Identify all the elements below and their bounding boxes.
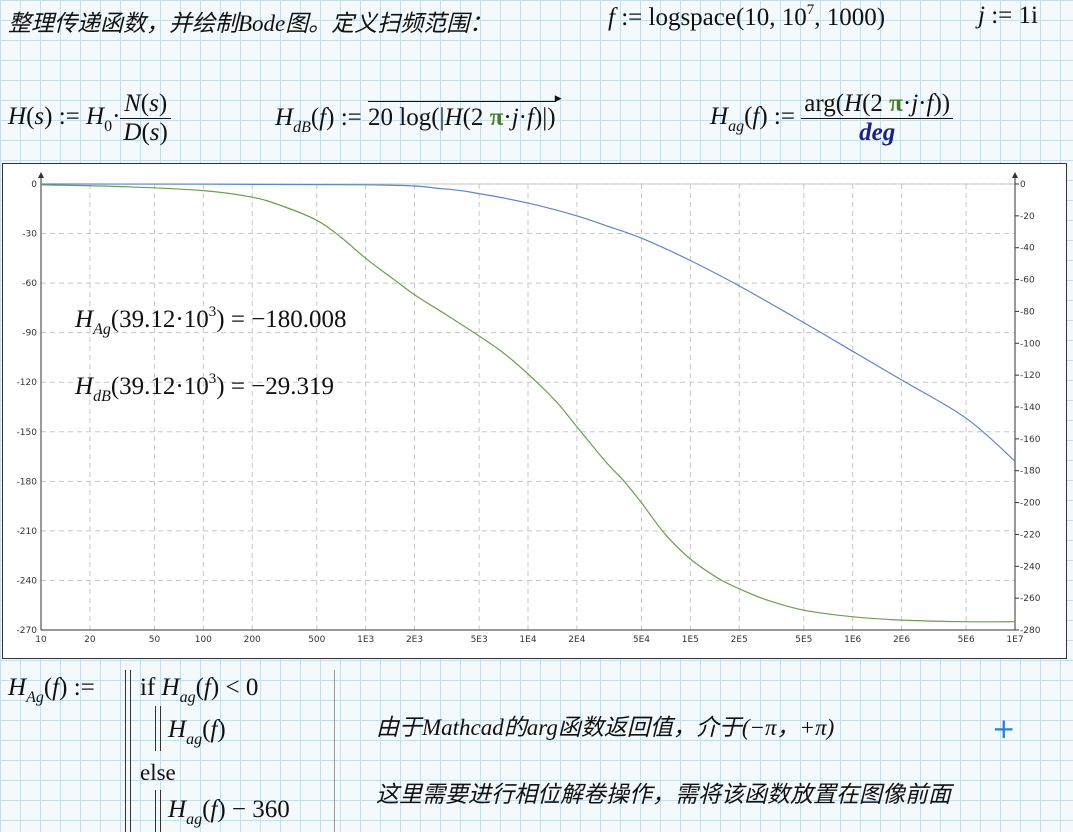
y-right-tick-label: -260 — [1020, 594, 1041, 604]
y-left-tick-label: -30 — [22, 230, 37, 240]
j-definition[interactable]: j := 1i — [978, 2, 1038, 29]
x-tick-label: 5E5 — [795, 635, 812, 645]
x-tick-label: 1E6 — [844, 635, 861, 645]
x-tick-label: 5E6 — [958, 635, 975, 645]
bode-plot[interactable]: 10 20 50 100 200 500 1E3 2E3 5E3 1E4 2E4 5E4 1E5 2E5 5… — [2, 163, 1067, 659]
y-right-axis-arrow — [1012, 172, 1018, 178]
y-right-tick-label: -200 — [1020, 499, 1041, 509]
x-tick-label: 1E3 — [357, 635, 374, 645]
note-unwrap: 这里需要进行相位解卷操作，需将该函数放置在图像前面 — [376, 782, 951, 807]
y-right-tick-label: -100 — [1020, 339, 1041, 349]
y-left-tick-label: 0 — [31, 180, 37, 190]
H-definition[interactable]: H(s) := H0· N(s) D(s) — [8, 90, 171, 147]
program-else-expr[interactable]: Hag(f) − 360 — [168, 796, 290, 828]
y-left-tick-label: -270 — [17, 626, 38, 636]
program-bar — [125, 670, 131, 832]
f-definition[interactable]: f := logspace(10, 107, 1000) — [608, 2, 886, 31]
y-right-tick-label: -220 — [1020, 530, 1041, 540]
x-tick-label: 1E4 — [519, 635, 536, 645]
x-tick-label: 20 — [84, 635, 96, 645]
note-arg-range: 由于Mathcad的arg函数返回值，介于(−π，+π) — [376, 715, 835, 740]
x-tick-label: 100 — [195, 635, 212, 645]
y-left-tick-label: -60 — [22, 279, 37, 289]
program-if[interactable]: if Hag(f) < 0 — [140, 674, 259, 706]
y-right-tick-label: -120 — [1020, 371, 1041, 381]
header-text: 整理传递函数，并绘制Bode图。定义扫频范围： — [8, 11, 493, 36]
x-tick-label: 1E7 — [1006, 635, 1023, 645]
x-tick-label: 10 — [35, 635, 47, 645]
y-right-tick-label: -20 — [1020, 212, 1035, 222]
HAg-lhs[interactable]: HAg(f) := — [8, 674, 95, 706]
y-left-tick-label: -90 — [22, 329, 37, 339]
program-then[interactable]: Hag(f) — [168, 716, 226, 748]
x-tick-label: 50 — [149, 635, 161, 645]
x-tick-label: 2E4 — [568, 635, 585, 645]
y-right-tick-label: -80 — [1020, 307, 1035, 317]
y-left-tick-label: -210 — [17, 527, 38, 537]
program-then-bar — [155, 706, 161, 751]
program-else[interactable]: else — [140, 760, 176, 785]
insert-cursor-icon[interactable]: + — [992, 712, 1016, 745]
annotation-gain: HdB(39.12·103) = −29.319 — [75, 371, 335, 405]
y-right-tick-label: -160 — [1020, 435, 1041, 445]
y-left-tick-label: -150 — [17, 428, 38, 438]
y-right-tick-label: -280 — [1020, 626, 1041, 636]
y-left-tick-label: -120 — [17, 378, 38, 388]
x-tick-label: 2E6 — [893, 635, 910, 645]
y-right-tick-label: -140 — [1020, 403, 1041, 413]
x-tick-label: 1E5 — [682, 635, 699, 645]
x-tick-label: 5E3 — [471, 635, 488, 645]
y-left-axis-arrow — [38, 172, 44, 178]
program-else-bar — [155, 790, 161, 832]
x-tick-label: 500 — [308, 635, 325, 645]
x-tick-label: 5E4 — [633, 635, 650, 645]
annotation-phase: HAg(39.12·103) = −180.008 — [75, 304, 347, 338]
HdB-definition[interactable]: HdB(f) := 20 log(|H(2 π·j·f)|) — [275, 101, 556, 137]
x-tick-label: 200 — [244, 635, 261, 645]
x-tick-label: 2E3 — [406, 635, 423, 645]
y-right-tick-label: -240 — [1020, 562, 1041, 572]
series-line-phase — [40, 184, 1016, 623]
y-right-tick-label: -60 — [1020, 276, 1035, 286]
program-right-rule — [334, 670, 335, 832]
bode-plot-svg: 10 20 50 100 200 500 1E3 2E3 5E3 1E4 2E4 5E4 1E5 2E5 5… — [17, 172, 1041, 645]
x-tick-label: 2E5 — [731, 635, 748, 645]
y-right-tick-label: -40 — [1020, 244, 1035, 254]
y-left-tick-label: -240 — [17, 576, 38, 586]
y-right-tick-label: 0 — [1020, 180, 1026, 190]
series-line-gain — [40, 183, 1016, 462]
y-left-tick-label: -180 — [17, 477, 38, 487]
y-right-tick-label: -180 — [1020, 467, 1041, 477]
Hag-definition[interactable]: Hag(f) := arg(H(2 π·j·f)) deg — [710, 90, 954, 147]
